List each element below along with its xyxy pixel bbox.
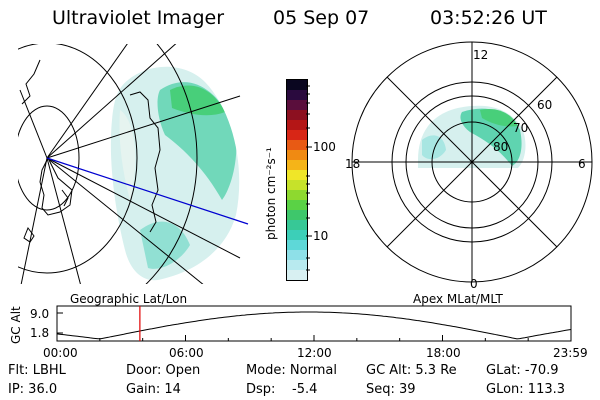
colorbar-segment [287,160,307,170]
colorbar-segment [287,90,307,100]
colorbar-segment [287,270,307,280]
mlt-label-6: 6 [578,157,586,171]
meridian-line [46,157,249,225]
colorbar-segment [287,240,307,250]
time-tick-1800: 18:00 [426,346,461,360]
glon-readout: GLon: 113.3 [486,382,566,397]
colorbar-segment [287,230,307,240]
altitude-x-ticks [56,335,572,341]
colorbar-segment [287,120,307,130]
mlt-label-12: 12 [473,48,489,62]
altitude-axis-label: GC Alt [9,306,23,344]
colorbar-segment [287,170,307,180]
colorbar-segment [287,220,307,230]
colorbar-segment [287,100,307,110]
colorbar-tick-100: 100 [313,140,336,154]
filter-readout: Flt: LBHL [8,363,66,378]
colorbar-segment [287,110,307,120]
polar-grid [351,41,593,283]
dsp-label: Dsp: [246,382,276,397]
observation-time: 03:52:26 UT [430,7,547,29]
altitude-y-ticks [57,312,63,334]
time-tick-2359: 23:59 [553,346,588,360]
time-tick-0000: 00:00 [43,346,78,360]
polar-panel-label: Apex MLat/MLT [413,292,503,306]
colorbar-tick-10: 10 [313,229,329,243]
ip-readout: IP: 36.0 [8,382,58,397]
altitude-min-label: 1.8 [30,326,50,340]
lat-lon-grid [18,44,241,284]
colorbar-segment [287,250,307,260]
colorbar-segment [287,200,307,210]
colorbar-segment [287,130,307,140]
colorbar-segment [287,260,307,270]
mlat-label-70: 70 [513,121,529,135]
aurora-emission [110,66,240,281]
observation-date: 05 Sep 07 [273,7,370,29]
geo-panel-label: Geographic Lat/Lon [70,292,188,306]
mlt-label-18: 18 [345,157,361,171]
seq-readout: Seq: 39 [366,382,416,397]
mlt-label-0: 0 [470,277,478,291]
altitude-curve [56,311,572,340]
colorbar-segment [287,80,307,90]
gain-readout: Gain: 14 [126,382,181,397]
door-readout: Door: Open [126,363,201,378]
dsp-value: -5.4 [292,382,318,397]
glat-readout: GLat: -70.9 [486,363,559,378]
colorbar-segment [287,210,307,220]
mode-readout: Mode: Normal [246,363,337,378]
color-scale-bar [286,79,308,281]
colorbar-segment [287,140,307,150]
gc-alt-readout: GC Alt: 5.3 Re [366,363,457,378]
colorbar-segment [287,190,307,200]
colorbar-segment [287,180,307,190]
instrument-title: Ultraviolet Imager [52,7,225,29]
colorbar-segment [287,150,307,160]
altitude-max-label: 9.0 [30,307,50,321]
mlat-label-60: 60 [537,98,553,112]
time-tick-1200: 12:00 [297,346,332,360]
mlat-label-80: 80 [493,140,509,154]
time-tick-0600: 06:00 [169,346,204,360]
